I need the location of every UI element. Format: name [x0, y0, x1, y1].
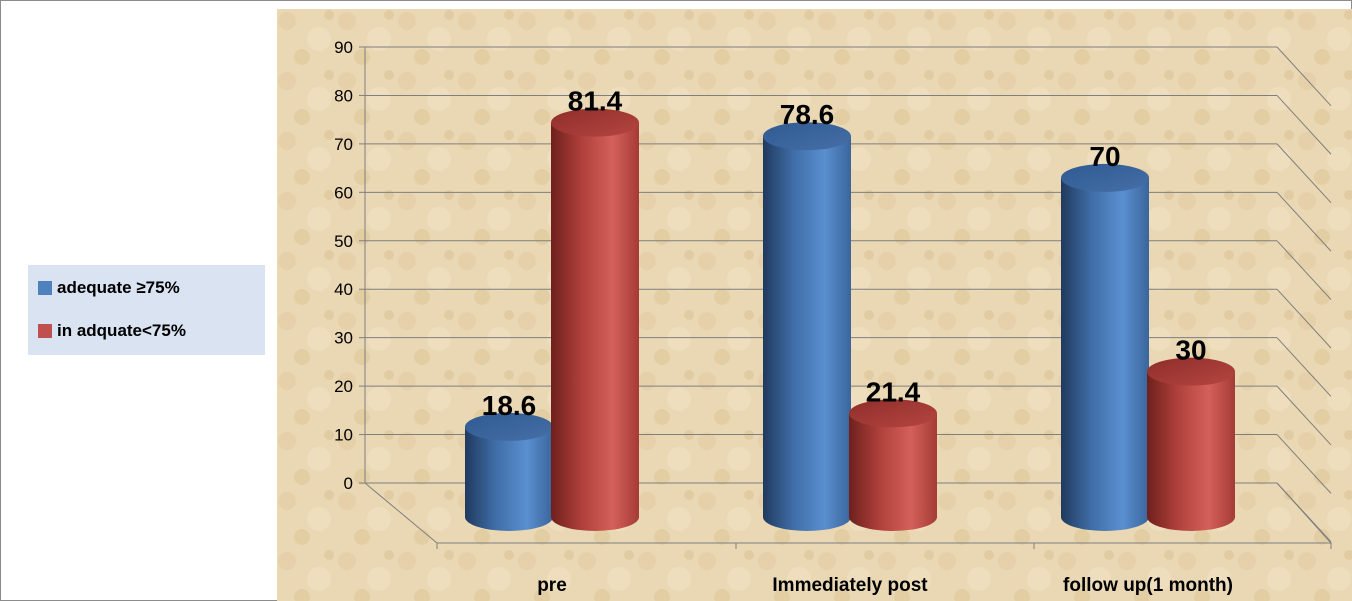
y-tick-label: 70 — [334, 135, 353, 154]
legend-swatch-adequate — [38, 281, 52, 295]
bar-layer — [465, 108, 1235, 531]
legend-item-adequate: adequate ≥75% — [38, 277, 180, 299]
data-label: 18.6 — [482, 390, 537, 421]
gridline-side — [1276, 46, 1332, 107]
y-tick-label: 90 — [334, 38, 353, 57]
bar-body — [1061, 177, 1149, 531]
bar-inadequate-2 — [1147, 357, 1235, 531]
axis-layer — [363, 47, 1333, 549]
y-tick-label: 60 — [334, 183, 353, 202]
gridline-side — [1276, 434, 1332, 494]
bar-body — [763, 136, 851, 531]
data-label: 70 — [1089, 141, 1120, 172]
gridline-side — [1276, 240, 1332, 300]
legend-label-adequate: adequate ≥75% — [57, 278, 180, 297]
x-tick-label: pre — [537, 575, 567, 596]
data-label: 78.6 — [780, 99, 835, 130]
plot-area: 0 10 20 30 40 50 60 70 80 90 18.6 81.4 pre 78.6 21.4 Im… — [277, 9, 1352, 601]
x-tick-label: Immediately post — [772, 575, 928, 596]
legend-swatch-inadequate — [38, 324, 52, 338]
y-tick-label: 80 — [334, 86, 353, 105]
bar-body — [465, 426, 553, 531]
legend-item-inadequate: in adquate<75% — [38, 320, 186, 342]
y-tick-label: 10 — [334, 426, 353, 445]
gridline-side — [1276, 191, 1332, 252]
y-tick-label: 30 — [334, 329, 353, 348]
gridline-side — [1276, 385, 1332, 446]
gridline-side — [1276, 95, 1332, 155]
bar-top — [1147, 357, 1235, 386]
gridline-side — [1276, 143, 1332, 204]
bar-body — [551, 122, 639, 531]
gridline-side — [1276, 337, 1332, 397]
bar-inadequate-1 — [849, 399, 937, 531]
chart-legend: adequate ≥75% in adquate<75% — [28, 265, 265, 355]
data-label: 21.4 — [866, 376, 921, 407]
bar-adequate-2 — [1061, 163, 1149, 531]
bar-adequate-0 — [465, 412, 553, 531]
label-layer: 0 10 20 30 40 50 60 70 80 90 18.6 81.4 pre 78.6 21.4 Im… — [334, 38, 1233, 596]
y-tick-label: 50 — [334, 232, 353, 251]
bar-top — [849, 399, 937, 428]
y-tick-label: 40 — [334, 280, 353, 299]
y-tick-label: 0 — [344, 474, 353, 493]
chart-svg: 0 10 20 30 40 50 60 70 80 90 18.6 81.4 pre 78.6 21.4 Im… — [277, 9, 1352, 601]
bar-body — [1147, 371, 1235, 531]
y-tick-label: 20 — [334, 377, 353, 396]
bar-inadequate-0 — [551, 108, 639, 531]
bar-top — [1061, 163, 1149, 192]
gridline-side — [1276, 288, 1332, 349]
bar-body — [849, 413, 937, 531]
bar-top — [465, 412, 553, 441]
legend-label-inadequate: in adquate<75% — [57, 321, 186, 340]
x-tick-label: follow up(1 month) — [1063, 575, 1233, 596]
data-label: 30 — [1175, 335, 1206, 366]
bar-top — [763, 122, 851, 151]
data-label: 81.4 — [568, 86, 623, 117]
bar-top — [551, 108, 639, 137]
bar-adequate-1 — [763, 122, 851, 531]
